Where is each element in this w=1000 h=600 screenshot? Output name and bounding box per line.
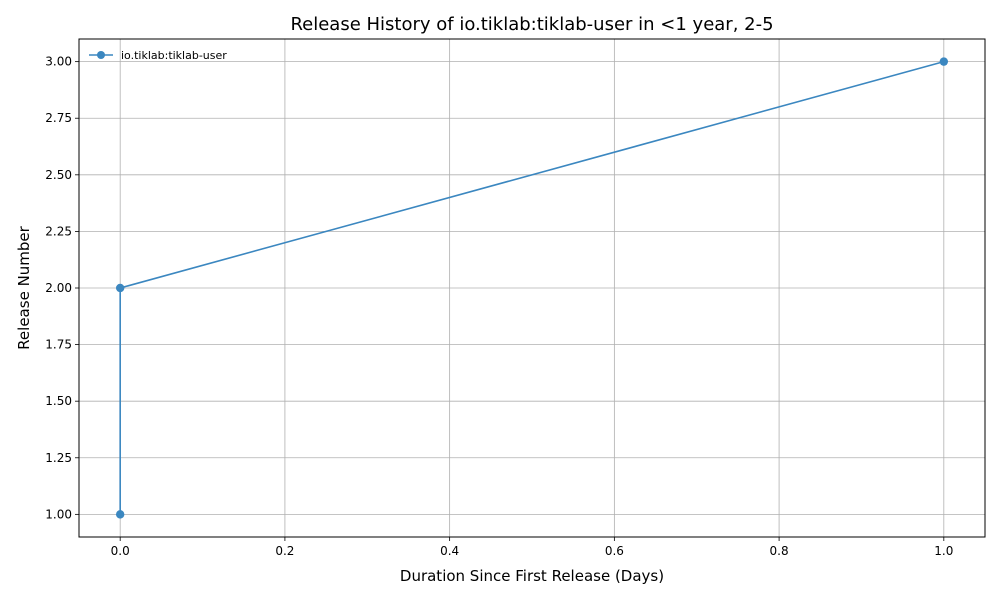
y-tick-label: 1.50 [45, 394, 72, 408]
y-tick-label: 2.50 [45, 168, 72, 182]
y-axis-ticks: 1.00 1.25 1.50 1.75 2.00 2.25 2.50 2.75 3.00 [45, 55, 79, 521]
legend: io.tiklab:tiklab-user [89, 49, 227, 62]
x-tick-label: 1.0 [934, 544, 953, 558]
y-tick-label: 1.75 [45, 338, 72, 352]
x-tick-label: 0.2 [275, 544, 294, 558]
x-tick-label: 0.6 [605, 544, 624, 558]
y-tick-label: 2.00 [45, 281, 72, 295]
x-tick-label: 0.8 [770, 544, 789, 558]
y-tick-label: 1.25 [45, 451, 72, 465]
y-axis-label: Release Number [15, 225, 33, 349]
legend-marker [97, 51, 105, 59]
legend-entry: io.tiklab:tiklab-user [121, 49, 227, 62]
data-point [115, 510, 125, 519]
y-tick-label: 3.00 [45, 55, 72, 69]
grid-lines [79, 39, 985, 537]
y-tick-label: 1.00 [45, 507, 72, 521]
y-tick-label: 2.75 [45, 111, 72, 125]
x-axis-label: Duration Since First Release (Days) [400, 567, 664, 585]
x-tick-label: 0.4 [440, 544, 459, 558]
y-tick-label: 2.25 [45, 224, 72, 238]
x-axis-ticks: 0.0 0.2 0.4 0.6 0.8 1.0 [111, 537, 953, 558]
data-point [939, 57, 949, 66]
x-tick-label: 0.0 [111, 544, 130, 558]
data-point [115, 283, 125, 293]
series-layer [115, 57, 949, 519]
chart-title: Release History of io.tiklab:tiklab-user… [290, 14, 773, 35]
